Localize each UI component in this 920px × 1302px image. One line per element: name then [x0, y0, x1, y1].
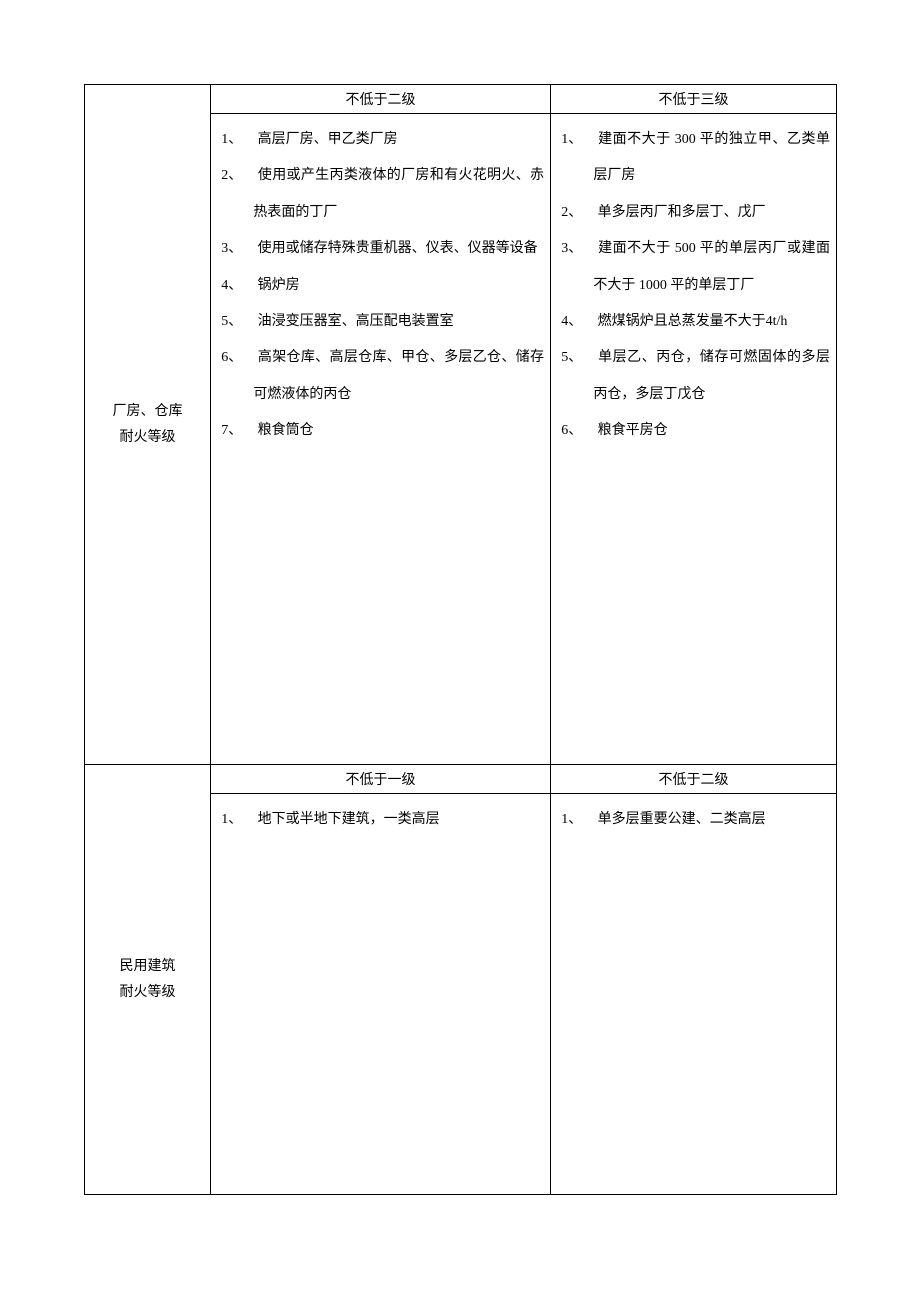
col-right-section1: 不低于三级 建面不大于 300 平的独立甲、乙类单层厂房 单多层丙厂和多层丁、戊…	[551, 85, 837, 765]
list-item: 使用或储存特殊贵重机器、仪表、仪器等设备	[217, 231, 544, 267]
list-item: 粮食平房仓	[557, 413, 830, 449]
list-item: 高架仓库、高层仓库、甲仓、多层乙仓、储存可燃液体的丙仓	[217, 340, 544, 413]
sub-header: 不低于二级	[211, 85, 550, 114]
list-item: 锅炉房	[217, 268, 544, 304]
row-header-factory: 厂房、仓库耐火等级	[85, 85, 211, 765]
list-item: 建面不大于 500 平的单层丙厂或建面不大于 1000 平的单层丁厂	[557, 231, 830, 304]
sub-header: 不低于三级	[551, 85, 836, 114]
sub-header: 不低于二级	[551, 765, 836, 794]
col-left-section2: 不低于一级 地下或半地下建筑，一类高层	[211, 765, 551, 1195]
list-section1-col2: 建面不大于 300 平的独立甲、乙类单层厂房 单多层丙厂和多层丁、戊厂 建面不大…	[557, 122, 830, 450]
list-section2-col2: 单多层重要公建、二类高层	[557, 802, 830, 838]
row-header-label: 厂房、仓库耐火等级	[113, 404, 183, 444]
cell-content: 高层厂房、甲乙类厂房 使用或产生丙类液体的厂房和有火花明火、赤热表面的丁厂 使用…	[211, 114, 550, 764]
cell-content: 地下或半地下建筑，一类高层	[211, 794, 550, 1194]
list-item: 单多层重要公建、二类高层	[557, 802, 830, 838]
list-item: 单多层丙厂和多层丁、戊厂	[557, 195, 830, 231]
sub-header: 不低于一级	[211, 765, 550, 794]
list-item: 粮食筒仓	[217, 413, 544, 449]
list-item: 使用或产生丙类液体的厂房和有火花明火、赤热表面的丁厂	[217, 158, 544, 231]
fire-rating-table: 厂房、仓库耐火等级 不低于二级 高层厂房、甲乙类厂房 使用或产生丙类液体的厂房和…	[84, 84, 837, 1195]
col-right-section2: 不低于二级 单多层重要公建、二类高层	[551, 765, 837, 1195]
col-left-section1: 不低于二级 高层厂房、甲乙类厂房 使用或产生丙类液体的厂房和有火花明火、赤热表面…	[211, 85, 551, 765]
list-section1-col1: 高层厂房、甲乙类厂房 使用或产生丙类液体的厂房和有火花明火、赤热表面的丁厂 使用…	[217, 122, 544, 450]
list-item: 单层乙、丙仓，储存可燃固体的多层丙仓，多层丁戊仓	[557, 340, 830, 413]
row-header-civil: 民用建筑耐火等级	[85, 765, 211, 1195]
list-item: 燃煤锅炉且总蒸发量不大于4t/h	[557, 304, 830, 340]
list-section2-col1: 地下或半地下建筑，一类高层	[217, 802, 544, 838]
list-item: 高层厂房、甲乙类厂房	[217, 122, 544, 158]
list-item: 地下或半地下建筑，一类高层	[217, 802, 544, 838]
list-item: 建面不大于 300 平的独立甲、乙类单层厂房	[557, 122, 830, 195]
cell-content: 单多层重要公建、二类高层	[551, 794, 836, 1194]
list-item: 油浸变压器室、高压配电装置室	[217, 304, 544, 340]
row-header-label: 民用建筑耐火等级	[120, 959, 176, 999]
cell-content: 建面不大于 300 平的独立甲、乙类单层厂房 单多层丙厂和多层丁、戊厂 建面不大…	[551, 114, 836, 764]
